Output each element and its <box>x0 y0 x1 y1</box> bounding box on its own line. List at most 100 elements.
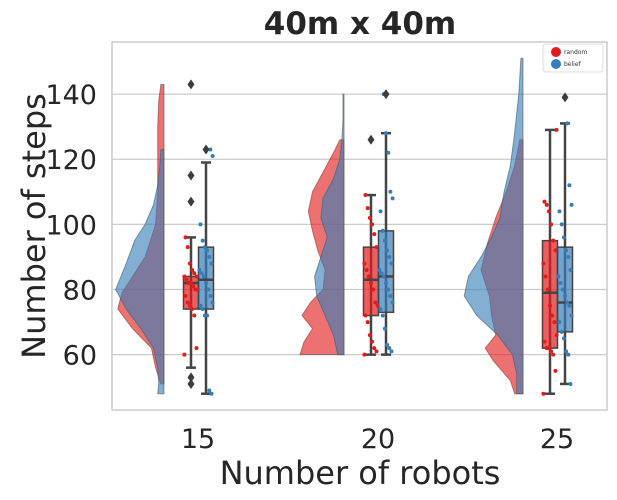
data-point-random <box>550 313 555 318</box>
y-tick-label: 100 <box>45 210 97 241</box>
jitter-points <box>182 92 574 396</box>
data-point-belief <box>197 267 202 272</box>
data-point-belief <box>560 287 565 292</box>
data-point-random <box>362 352 367 357</box>
data-point-random <box>374 349 379 354</box>
data-point-belief <box>380 228 385 233</box>
data-point-random <box>190 307 195 312</box>
data-point-belief <box>388 294 393 299</box>
data-point-belief <box>565 121 570 126</box>
data-point-belief <box>207 388 212 393</box>
plot-area <box>112 42 607 410</box>
data-point-belief <box>377 267 382 272</box>
y-tick-label: 80 <box>63 276 97 307</box>
data-point-belief <box>388 189 393 194</box>
legend-label-belief: belief <box>564 61 582 68</box>
outlier-diamond <box>187 372 195 383</box>
data-point-random <box>375 303 380 308</box>
data-point-random <box>184 277 189 282</box>
data-point-belief <box>390 300 395 305</box>
data-point-belief <box>205 248 210 253</box>
outlier-diamond <box>187 378 195 389</box>
legend: random belief <box>542 43 604 73</box>
x-axis-label: Number of robots <box>220 454 501 492</box>
data-point-belief <box>209 261 214 266</box>
gridlines <box>112 93 607 356</box>
data-point-belief <box>202 245 207 250</box>
data-point-belief <box>569 313 574 318</box>
data-point-belief <box>208 294 213 299</box>
data-point-random <box>182 274 187 279</box>
legend-label-random: random <box>564 49 587 56</box>
data-point-belief <box>556 274 561 279</box>
data-point-random <box>194 274 199 279</box>
data-point-belief <box>378 307 383 312</box>
data-point-random <box>374 245 379 250</box>
data-point-random <box>541 261 546 266</box>
data-point-belief <box>201 274 206 279</box>
data-point-belief <box>199 271 204 276</box>
data-point-belief <box>379 271 384 276</box>
box-random-25 <box>541 239 559 349</box>
data-point-random <box>553 248 558 253</box>
data-point-belief <box>563 294 567 299</box>
data-point-random <box>542 339 547 344</box>
data-point-belief <box>380 313 385 318</box>
data-point-belief <box>564 349 569 354</box>
data-point-random <box>193 287 198 292</box>
data-point-random <box>548 303 552 308</box>
legend-marker-belief <box>551 59 561 69</box>
data-point-belief <box>565 300 570 305</box>
density-cloud-belief-20 <box>314 93 345 356</box>
data-point-belief <box>558 280 563 285</box>
data-point-belief <box>202 313 207 318</box>
box-belief-15 <box>197 246 215 310</box>
outlier-diamond <box>561 92 569 103</box>
data-point-random <box>192 313 197 318</box>
data-point-random <box>365 206 370 211</box>
data-point-random <box>185 245 190 250</box>
data-point-belief <box>200 307 205 312</box>
data-point-random <box>364 267 369 272</box>
data-point-random <box>554 333 559 338</box>
data-point-belief <box>557 209 562 214</box>
data-point-random <box>186 280 191 285</box>
data-point-random <box>369 280 373 285</box>
data-point-random <box>363 313 368 318</box>
outlier-markers <box>187 79 569 389</box>
data-point-random <box>185 300 190 305</box>
x-tick-labels: 15 20 25 <box>181 424 574 455</box>
outlier-diamond <box>187 79 195 90</box>
data-point-random <box>541 391 546 396</box>
legend-marker-random <box>551 47 561 57</box>
data-point-belief <box>204 280 208 285</box>
data-point-random <box>192 271 197 276</box>
data-point-belief <box>557 320 562 325</box>
data-point-random <box>544 202 549 207</box>
y-tick-label: 60 <box>63 341 97 372</box>
data-point-random <box>182 352 187 357</box>
data-point-belief <box>390 196 395 201</box>
x-tick-label: 20 <box>361 424 395 455</box>
data-point-random <box>194 346 199 351</box>
data-point-belief <box>559 222 564 227</box>
data-point-random <box>549 349 554 354</box>
data-point-belief <box>386 150 391 155</box>
data-point-random <box>372 232 377 237</box>
y-tick-labels: 60 80 100 120 140 <box>45 80 97 372</box>
outlier-diamond <box>367 134 375 145</box>
data-point-belief <box>385 248 390 253</box>
data-point-belief <box>382 238 387 243</box>
data-point-belief <box>386 287 391 292</box>
data-point-random <box>370 339 375 344</box>
data-point-random <box>373 300 378 305</box>
data-point-random <box>183 294 188 299</box>
outlier-diamond <box>187 170 195 181</box>
data-point-random <box>367 333 372 338</box>
data-point-belief <box>200 238 205 243</box>
data-point-random <box>362 261 367 266</box>
data-point-belief <box>198 222 203 227</box>
data-point-belief <box>381 274 386 279</box>
data-point-belief <box>210 153 215 158</box>
